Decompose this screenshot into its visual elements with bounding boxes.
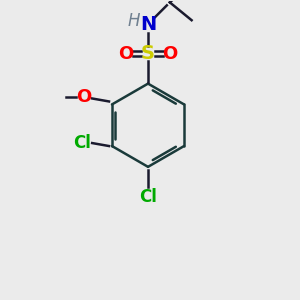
Text: S: S (141, 44, 155, 63)
Text: N: N (140, 15, 156, 34)
Text: O: O (162, 45, 177, 63)
Text: Cl: Cl (139, 188, 157, 206)
Text: Cl: Cl (73, 134, 91, 152)
Text: H: H (128, 12, 140, 30)
Text: O: O (76, 88, 92, 106)
Text: O: O (118, 45, 134, 63)
